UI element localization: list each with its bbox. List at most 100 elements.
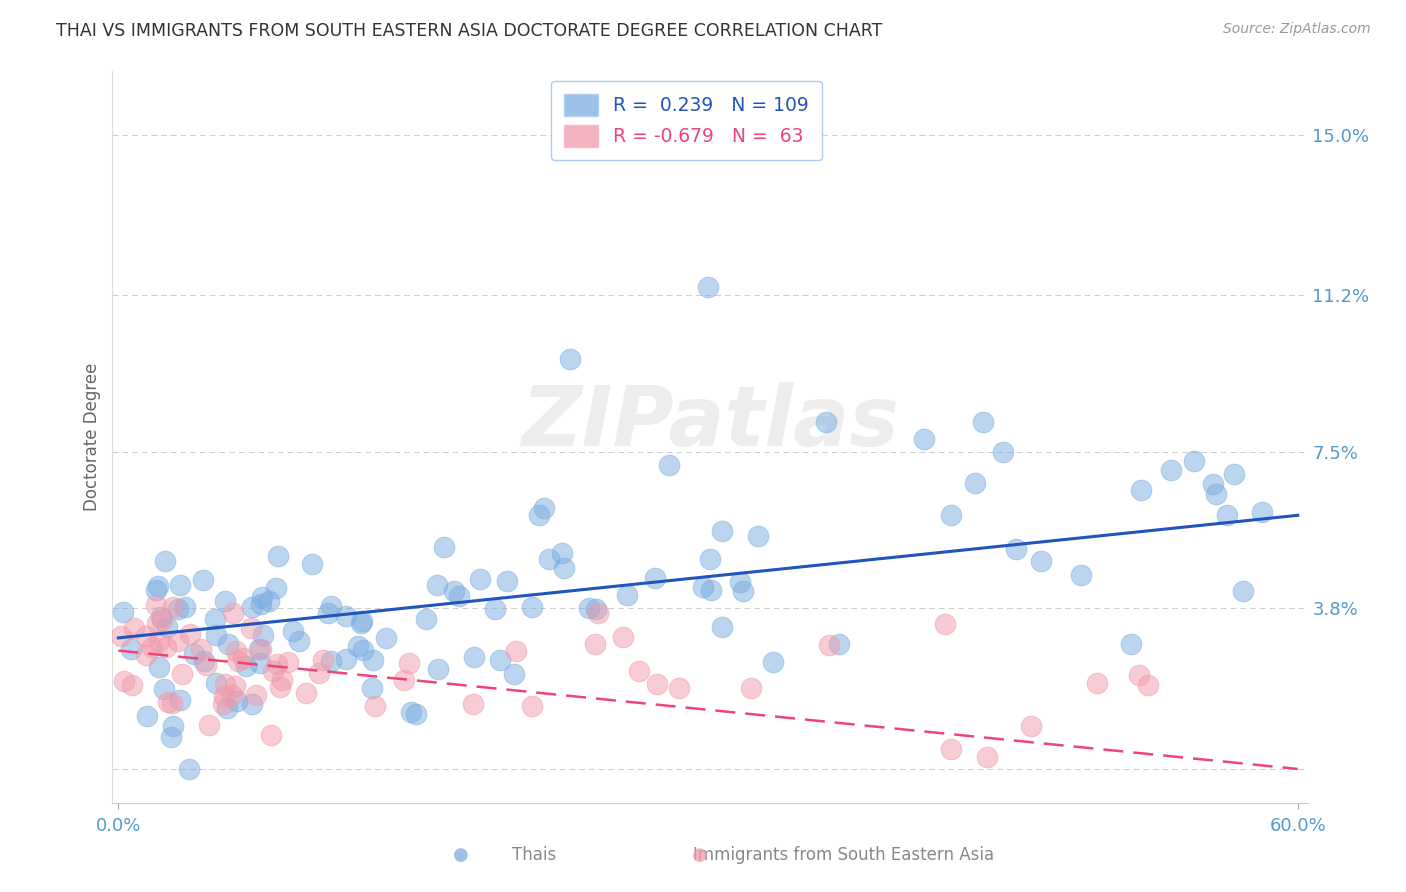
- Point: [242, 600, 264, 615]
- Point: [252, 628, 274, 642]
- Point: [260, 728, 283, 742]
- Point: [616, 588, 638, 602]
- Point: [179, 762, 201, 776]
- Point: [214, 593, 236, 607]
- Point: [173, 599, 195, 614]
- Point: [121, 678, 143, 692]
- Point: [252, 591, 274, 605]
- Legend: R =  0.239   N = 109, R = -0.679   N =  63: R = 0.239 N = 109, R = -0.679 N = 63: [551, 81, 821, 160]
- Point: [647, 677, 669, 691]
- Point: [335, 652, 357, 666]
- Point: [505, 644, 527, 658]
- Point: [1128, 668, 1150, 682]
- Point: [160, 696, 183, 710]
- Point: [162, 600, 184, 615]
- Point: [976, 750, 998, 764]
- Point: [426, 662, 449, 676]
- Text: ●: ●: [692, 846, 709, 863]
- Point: [991, 445, 1014, 459]
- Point: [301, 557, 323, 571]
- Point: [586, 606, 609, 620]
- Point: [1129, 483, 1152, 497]
- Point: [939, 508, 962, 522]
- Point: [155, 640, 177, 654]
- Point: [692, 580, 714, 594]
- Point: [710, 620, 733, 634]
- Point: [266, 657, 288, 672]
- Point: [120, 641, 142, 656]
- Point: [195, 657, 218, 672]
- Point: [364, 699, 387, 714]
- Point: [731, 583, 754, 598]
- Point: [533, 501, 555, 516]
- Text: ZIPatlas: ZIPatlas: [522, 382, 898, 463]
- Point: [245, 688, 267, 702]
- Point: [250, 598, 273, 612]
- Point: [149, 610, 172, 624]
- Point: [1205, 487, 1227, 501]
- Point: [668, 681, 690, 695]
- Point: [226, 694, 249, 708]
- Point: [463, 697, 485, 711]
- Point: [153, 554, 176, 568]
- Point: [249, 641, 271, 656]
- Point: [319, 654, 342, 668]
- Point: [1070, 568, 1092, 582]
- Point: [214, 677, 236, 691]
- Point: [262, 664, 284, 678]
- Point: [361, 681, 384, 695]
- Point: [449, 589, 471, 603]
- Point: [697, 280, 720, 294]
- Point: [912, 432, 935, 446]
- Point: [699, 551, 721, 566]
- Point: [972, 415, 994, 429]
- Point: [288, 633, 311, 648]
- Point: [179, 626, 201, 640]
- Point: [392, 673, 415, 688]
- Text: THAI VS IMMIGRANTS FROM SOUTH EASTERN ASIA DOCTORATE DEGREE CORRELATION CHART: THAI VS IMMIGRANTS FROM SOUTH EASTERN AS…: [56, 22, 883, 40]
- Point: [553, 560, 575, 574]
- Point: [160, 730, 183, 744]
- Point: [426, 578, 449, 592]
- Point: [578, 601, 600, 615]
- Point: [527, 508, 550, 522]
- Point: [627, 664, 650, 678]
- Point: [232, 651, 254, 665]
- Y-axis label: Doctorate Degree: Doctorate Degree: [83, 363, 101, 511]
- Point: [205, 676, 228, 690]
- Point: [148, 633, 170, 648]
- Point: [222, 606, 245, 620]
- Point: [172, 666, 194, 681]
- Point: [463, 650, 485, 665]
- Point: [747, 529, 769, 543]
- Point: [361, 653, 384, 667]
- Point: [135, 629, 157, 643]
- Point: [169, 693, 191, 707]
- Point: [156, 620, 179, 634]
- Point: [270, 673, 292, 688]
- Point: [352, 643, 374, 657]
- Point: [319, 599, 342, 614]
- Point: [295, 686, 318, 700]
- Point: [1085, 676, 1108, 690]
- Point: [433, 540, 456, 554]
- Point: [191, 573, 214, 587]
- Point: [728, 574, 751, 589]
- Point: [352, 614, 374, 628]
- Point: [157, 696, 180, 710]
- Point: [212, 689, 235, 703]
- Point: [281, 624, 304, 638]
- Text: Thais: Thais: [512, 846, 557, 863]
- Point: [1182, 453, 1205, 467]
- Point: [146, 615, 169, 630]
- Point: [1202, 476, 1225, 491]
- Point: [1019, 718, 1042, 732]
- Point: [136, 709, 159, 723]
- Point: [551, 546, 574, 560]
- Point: [1004, 541, 1026, 556]
- Text: Source: ZipAtlas.com: Source: ZipAtlas.com: [1223, 22, 1371, 37]
- Point: [235, 659, 257, 673]
- Point: [583, 637, 606, 651]
- Point: [277, 655, 299, 669]
- Point: [269, 680, 291, 694]
